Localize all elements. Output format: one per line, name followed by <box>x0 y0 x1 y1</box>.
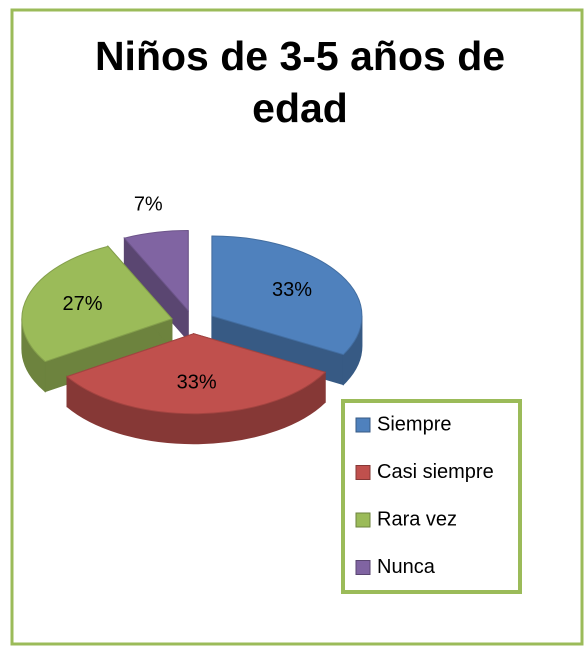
pie-slice <box>21 245 173 393</box>
slice-top <box>21 245 173 363</box>
data-label: 7% <box>134 194 163 216</box>
legend-swatch <box>355 417 371 433</box>
slice-top <box>123 230 189 312</box>
chart-frame <box>10 8 584 646</box>
slice-top <box>66 333 327 415</box>
legend-label: Nunca <box>377 556 436 578</box>
legend-label: Casi siempre <box>377 461 494 483</box>
legend-label: Siempre <box>377 413 451 435</box>
chart-title: Niños de 3-5 años de edad <box>94 33 506 131</box>
legend-swatch <box>355 465 371 480</box>
pie-slice <box>66 333 327 445</box>
pie-slice <box>123 230 189 342</box>
data-label: 33% <box>177 372 217 394</box>
data-label: 33% <box>272 279 312 301</box>
legend-swatch <box>355 560 371 575</box>
data-label: 27% <box>63 293 103 315</box>
legend-label: Rara vez <box>377 508 457 530</box>
legend-swatch <box>355 512 371 528</box>
legend-box <box>341 399 522 594</box>
pie-slice <box>211 235 363 386</box>
slice-top <box>211 235 363 356</box>
